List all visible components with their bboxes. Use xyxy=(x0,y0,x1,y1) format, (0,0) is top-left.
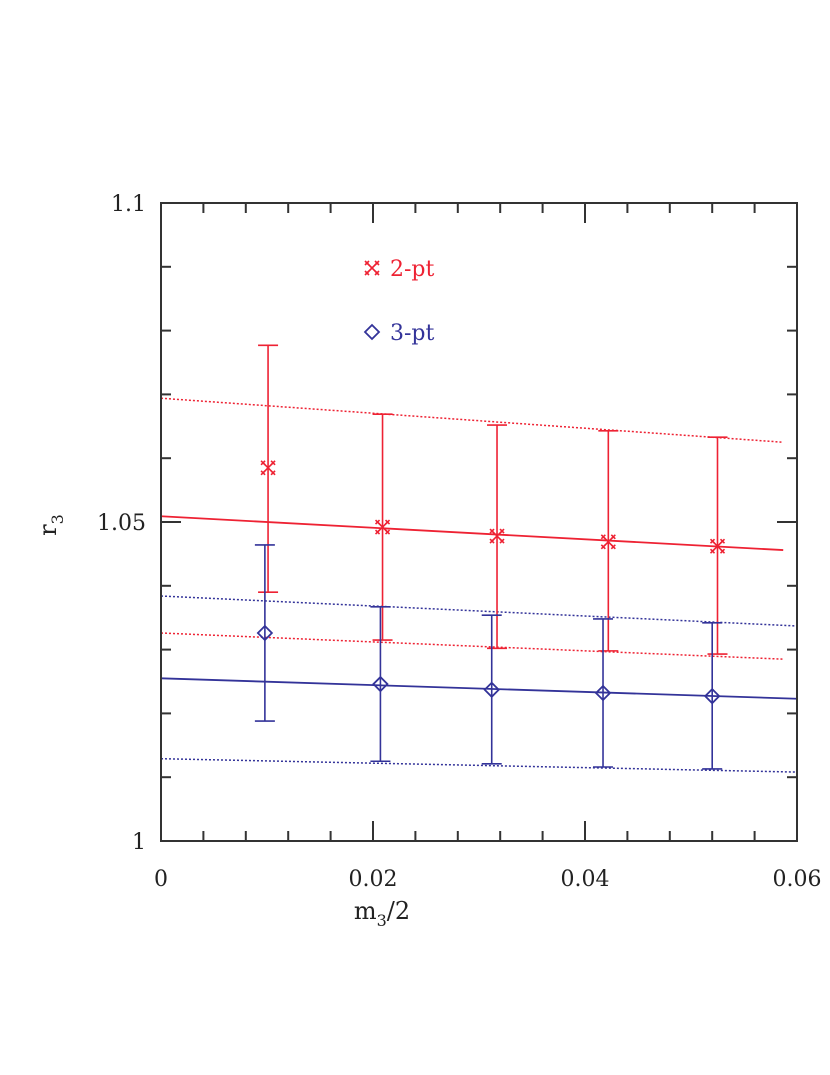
y-tick-label: 1.05 xyxy=(97,511,146,536)
fit-lower-band-3-pt xyxy=(160,757,798,773)
fit-upper-band-3-pt xyxy=(160,595,798,627)
fit-line-3-pt xyxy=(160,677,798,700)
x-axis-label: m3/2 xyxy=(354,897,410,930)
x-tick-label: 0.04 xyxy=(561,867,610,892)
x-tick-label: 0 xyxy=(154,867,168,892)
data-markers xyxy=(256,460,726,705)
diamond-marker-icon xyxy=(372,675,389,693)
x-tick-label: 0.02 xyxy=(349,867,398,892)
fit-lower-band-2-pt xyxy=(160,632,784,660)
fit-line-2-pt xyxy=(160,515,784,551)
x-tick-label: 0.06 xyxy=(773,867,822,892)
y-tick-label: 1 xyxy=(132,830,146,855)
cross-marker-icon xyxy=(374,519,391,535)
cross-marker-icon xyxy=(364,260,380,276)
diamond-marker-icon xyxy=(594,684,612,702)
fit-lines xyxy=(160,397,798,773)
cross-marker-icon xyxy=(600,534,616,550)
diamond-marker-icon xyxy=(256,624,274,642)
fit-upper-band-2-pt xyxy=(160,397,784,443)
cross-marker-icon xyxy=(489,528,505,544)
legend-label: 3-pt xyxy=(390,321,435,346)
cross-marker-icon xyxy=(709,538,726,554)
diamond-marker-icon xyxy=(363,323,381,341)
legend: 2-pt 3-pt xyxy=(363,257,435,346)
axis-ticks xyxy=(161,203,797,841)
legend-label: 2-pt xyxy=(390,257,435,282)
y-axis-label: r3 xyxy=(34,514,67,536)
diamond-marker-icon xyxy=(703,687,721,705)
tick-labels: 0 0.02 0.04 0.06 1 1.05 1.1 xyxy=(97,192,821,892)
error-bars xyxy=(254,344,728,770)
diamond-marker-icon xyxy=(483,681,500,699)
y-tick-label: 1.1 xyxy=(111,192,146,217)
legend-item-2-pt: 2-pt xyxy=(364,257,435,282)
legend-item-3-pt: 3-pt xyxy=(363,321,435,346)
cross-marker-icon xyxy=(260,460,276,476)
